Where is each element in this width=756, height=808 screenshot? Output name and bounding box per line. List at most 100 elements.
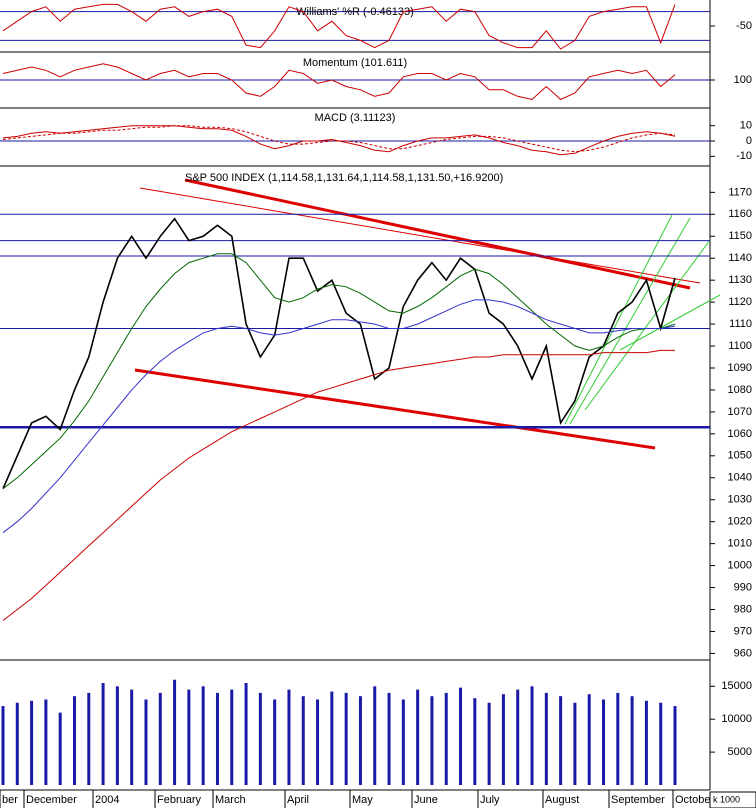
x-tick-label: June [414, 794, 438, 806]
volume-bar [530, 686, 534, 785]
volume-bar [459, 687, 463, 785]
volume-bar [659, 702, 663, 785]
y-tick-label: 15000 [721, 680, 752, 692]
y-tick-label: 1160 [728, 208, 752, 220]
volume-bar [44, 699, 48, 785]
volume-bar [72, 696, 76, 785]
volume-bar [15, 702, 19, 785]
trend-line [564, 214, 673, 425]
y-tick-label: 1110 [729, 318, 752, 330]
y-tick-label: 1090 [728, 362, 752, 374]
volume-bar [487, 702, 491, 785]
volume-bar [1, 706, 5, 785]
series-line [2, 125, 676, 156]
volume-bar [258, 692, 262, 785]
series-line [2, 217, 676, 490]
x-tick-label: May [352, 794, 373, 806]
volume-bar [130, 689, 134, 785]
x-tick-label: February [157, 794, 202, 806]
volume-bar [287, 689, 291, 785]
volume-bar [516, 689, 520, 785]
y-tick-label: 1060 [728, 428, 752, 440]
y-tick-label: 1100 [728, 340, 752, 352]
x-tick-label: September [611, 794, 665, 806]
volume-bar [187, 689, 191, 785]
volume-bar [373, 686, 377, 785]
volume-bar [358, 696, 362, 785]
panel-title: Williams' %R (-0.46133) [296, 6, 414, 18]
y-tick-label: 980 [734, 603, 752, 615]
x-tick-label: December [26, 794, 77, 806]
trend-line [584, 239, 711, 411]
trend-line [184, 178, 691, 290]
trend-line [134, 368, 656, 450]
y-tick-label: 10000 [721, 713, 752, 725]
y-tick-label: 1020 [728, 516, 752, 528]
panel-frame [0, 0, 711, 791]
volume-bar [602, 699, 606, 785]
volume-bar [616, 692, 620, 785]
unit-box [709, 791, 756, 808]
y-tick-label: 1040 [728, 472, 752, 484]
volume-bar [559, 696, 563, 785]
volume-bar [301, 696, 305, 785]
y-tick-label: 1070 [728, 406, 752, 418]
y-tick-label: 5000 [728, 746, 752, 758]
y-tick-label: 1030 [728, 494, 752, 506]
volume-bar [416, 689, 420, 785]
volume-bar [87, 692, 91, 785]
volume-bar [673, 706, 677, 785]
y-tick-label: 990 [734, 581, 752, 593]
volume-bar [544, 692, 548, 785]
volume-bar [644, 700, 648, 785]
volume-bar [573, 702, 577, 785]
series-line [2, 349, 675, 621]
y-tick-label: 100 [734, 74, 752, 86]
x-tick-label: ber [2, 794, 18, 806]
series-line [2, 3, 676, 50]
volume-bar [401, 699, 405, 785]
x-tick-label: Octobe [675, 794, 710, 806]
panel-title: Momentum (101.611) [303, 57, 407, 69]
volume-bar [215, 692, 219, 785]
y-tick-label: -50 [736, 20, 752, 32]
volume-bar [316, 699, 320, 785]
y-tick-label: 1050 [728, 450, 752, 462]
volume-bar [158, 692, 162, 785]
y-tick-label: 1000 [728, 559, 752, 571]
volume-bar [30, 700, 34, 785]
series-line [2, 299, 676, 534]
volume-bar [473, 698, 477, 785]
y-tick-label: 1120 [728, 296, 752, 308]
y-tick-label: 1130 [728, 274, 752, 286]
x-tick-label: July [480, 794, 500, 806]
y-tick-label: 960 [734, 647, 752, 659]
y-tick-label: 1150 [728, 230, 752, 242]
volume-bar [330, 691, 334, 785]
panel-title: S&P 500 INDEX (1,114.58,1,131.64,1,114.5… [185, 172, 503, 184]
volume-bar [273, 699, 277, 785]
volume-bar [144, 699, 148, 785]
y-tick-label: 1010 [728, 538, 752, 550]
trend-line [619, 294, 721, 351]
volume-bar [58, 712, 62, 785]
trend-line [569, 217, 691, 425]
y-tick-label: 10 [740, 120, 752, 132]
volume-bar [344, 692, 348, 785]
volume-bar [444, 692, 448, 785]
volume-bar [630, 696, 634, 785]
x-tick-label: April [287, 794, 309, 806]
series-line [2, 63, 676, 101]
volume-bar [230, 689, 234, 785]
y-tick-label: 0 [746, 135, 752, 147]
trend-line [139, 187, 701, 284]
volume-bar [173, 679, 177, 785]
trend-lines [134, 178, 721, 450]
series-line [2, 125, 676, 153]
y-tick-label: 1140 [728, 252, 752, 264]
series-line [2, 253, 676, 490]
volume-bar [430, 696, 434, 785]
